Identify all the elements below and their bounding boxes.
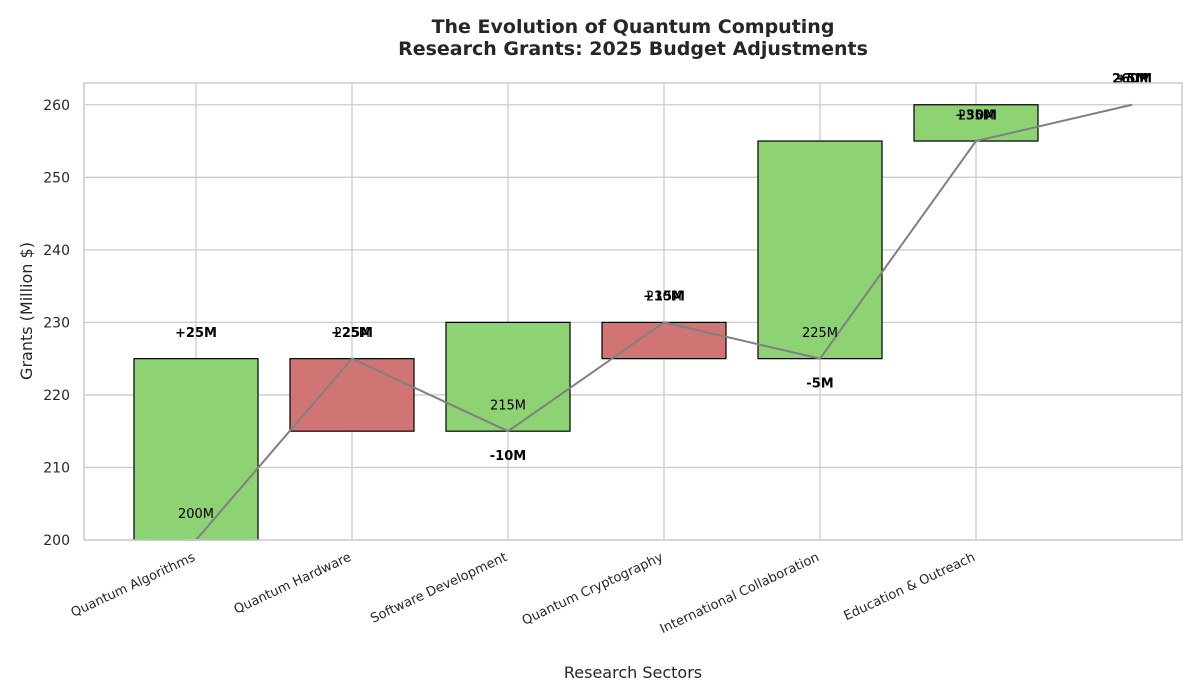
delta-label: -5M [806,377,833,392]
value-label: 225M [802,326,838,341]
y-tick-label: 220 [43,388,70,404]
y-tick-label: 260 [43,98,70,114]
value-label: 225M [334,326,370,341]
y-tick-label: 240 [43,243,70,259]
delta-label: +30M [955,108,997,123]
chart-title-line: The Evolution of Quantum Computing [432,16,835,38]
waterfall-bar [757,140,883,360]
value-label: 215M [490,398,526,413]
delta-label: -10M [490,449,526,464]
x-tick-label: Education & Outreach [842,550,978,624]
x-tick-label: Quantum Cryptography [520,550,666,629]
waterfall-bar [601,321,727,360]
delta-label: +25M [331,326,373,341]
chart-title: The Evolution of Quantum Computing Resear… [398,16,868,60]
plot-frame [83,82,1183,541]
x-tick-label: Quantum Algorithms [69,550,198,621]
x-tick-label: Quantum Hardware [232,550,354,618]
value-label: 255M [958,108,994,123]
delta-label: +25M [175,326,217,341]
value-label: 230M [646,290,682,305]
waterfall-bar [133,358,259,541]
y-tick-label: 250 [43,170,70,186]
final-total-label: +5M [1116,72,1149,87]
delta-label: +15M [643,290,685,305]
cumulative-line [195,103,1133,541]
waterfall-bar [445,321,571,432]
y-axis-label: Grants (Million $) [17,242,36,380]
y-tick-label: 230 [43,315,70,331]
bars [133,104,1039,541]
x-tick-label: International Collaboration [658,550,822,637]
x-tick-label: Software Development [368,550,509,627]
cumulative-line-group [195,103,1133,541]
y-tick-label: 200 [43,533,70,549]
waterfall-bar [289,358,415,432]
value-label: 200M [178,507,214,522]
chart-title-line: Research Grants: 2025 Budget Adjustments [398,38,868,60]
y-tick-label: 210 [43,460,70,476]
x-axis-label: Research Sectors [564,663,702,682]
